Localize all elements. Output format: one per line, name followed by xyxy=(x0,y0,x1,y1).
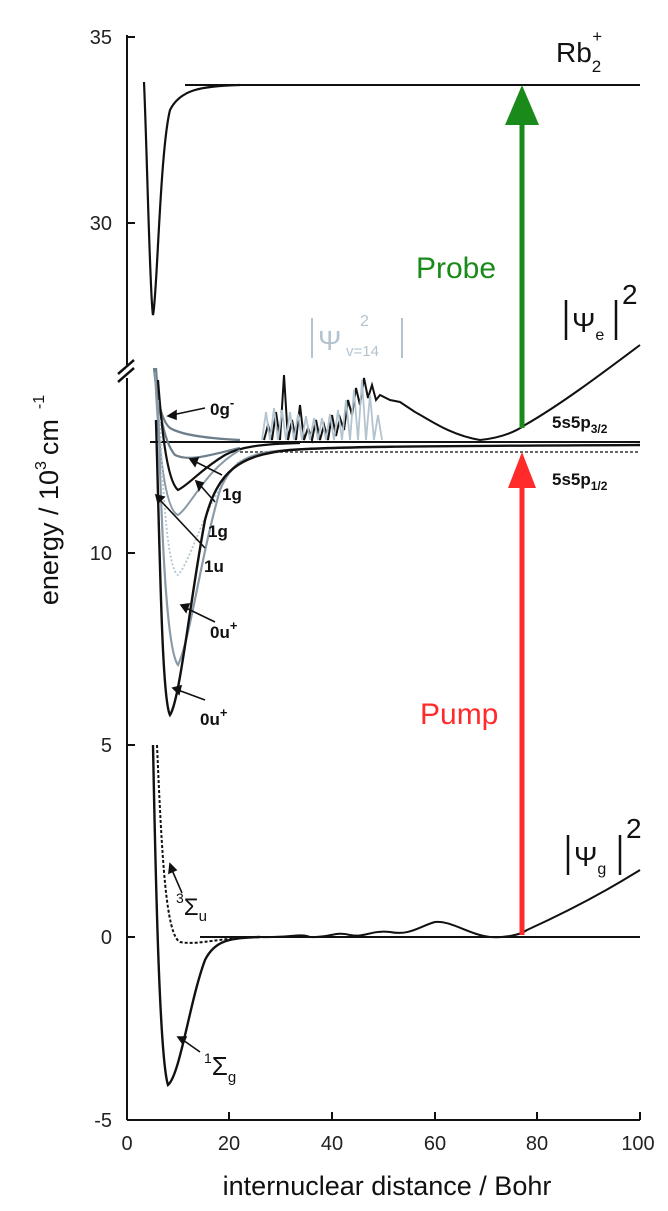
label-1u: 1u xyxy=(204,557,224,576)
pump-arrow-head xyxy=(508,452,536,488)
label-arrows xyxy=(154,407,223,1053)
y-tick-label-0: 0 xyxy=(101,927,112,949)
asymptotes xyxy=(150,84,640,938)
label-1g-a: 1g xyxy=(222,485,242,504)
axes xyxy=(126,35,640,1121)
x-tick-label-0: 0 xyxy=(121,1133,132,1155)
pump-label: Pump xyxy=(420,698,498,731)
y-tick-label-30: 30 xyxy=(90,213,112,235)
curve-1g-lower xyxy=(156,379,301,492)
psi-g-density xyxy=(259,869,641,939)
ion-label: Rb2+ xyxy=(556,27,602,76)
y-axis-title-main: energy / 10 xyxy=(34,470,64,605)
y-axis-title-unit-exp: -1 xyxy=(31,395,48,409)
psi-e-label: Ψe 2 xyxy=(564,279,638,344)
svg-text:Ψe: Ψe xyxy=(572,307,604,344)
probe-label: Probe xyxy=(416,252,496,285)
curve-0u-plus-lower xyxy=(154,419,641,718)
svg-text:Ψg: Ψg xyxy=(574,841,606,878)
x-axis-title: internuclear distance / Bohr xyxy=(223,1171,552,1201)
curve-0u-plus-dotted xyxy=(159,419,241,577)
asym-p32-label: 5s5p3/2 xyxy=(552,413,608,436)
x-tick-label-20: 20 xyxy=(218,1133,240,1155)
label-3sigma-u: 3Σu xyxy=(176,890,207,925)
y-ticks xyxy=(127,36,135,1121)
svg-text:energy / 103cm-1: energy / 103 cm -1 xyxy=(31,395,64,605)
x-tick-label-60: 60 xyxy=(424,1133,446,1155)
label-0u-plus-upper: 0u+ xyxy=(210,618,238,642)
y-axis-title-exp: 3 xyxy=(33,461,50,470)
asym-p12-label: 5s5p1/2 xyxy=(552,470,608,493)
axis-break xyxy=(117,359,135,383)
svg-text:2: 2 xyxy=(626,813,642,844)
svg-text:v=14: v=14 xyxy=(346,343,379,360)
x-tick-label-80: 80 xyxy=(526,1133,548,1155)
probe-arrow-head xyxy=(505,85,539,125)
label-1sigma-g: 1Σg xyxy=(204,1050,236,1086)
y-tick-label-10: 10 xyxy=(90,543,112,565)
curve-1sigma-g xyxy=(151,744,261,1088)
probe-arrow xyxy=(505,85,539,428)
label-0u-plus-lower: 0u+ xyxy=(200,705,228,729)
y-tick-label-5: 5 xyxy=(101,735,112,757)
x-tick-label-40: 40 xyxy=(321,1133,343,1155)
x-tick-label-100: 100 xyxy=(621,1133,654,1155)
psi-v14-density xyxy=(261,379,383,441)
svg-text:2: 2 xyxy=(622,279,638,310)
y-tick-label-35: 35 xyxy=(90,27,112,49)
pump-arrow xyxy=(508,452,536,935)
svg-text:Ψ: Ψ xyxy=(318,325,341,356)
label-1g-b: 1g xyxy=(208,522,228,541)
x-ticks xyxy=(126,1112,641,1120)
y-axis-title-unit: cm xyxy=(34,419,64,455)
label-0g-minus: 0g- xyxy=(210,395,234,419)
psi-g-label: Ψg 2 xyxy=(566,813,642,878)
y-tick-label-minus5: -5 xyxy=(94,1110,112,1132)
ion-potential-curve xyxy=(142,81,241,316)
svg-text:2: 2 xyxy=(360,313,369,330)
psi-v14-label: Ψ 2 v=14 xyxy=(311,313,403,360)
y-axis-title: energy / 103 cm -1 xyxy=(31,395,64,605)
